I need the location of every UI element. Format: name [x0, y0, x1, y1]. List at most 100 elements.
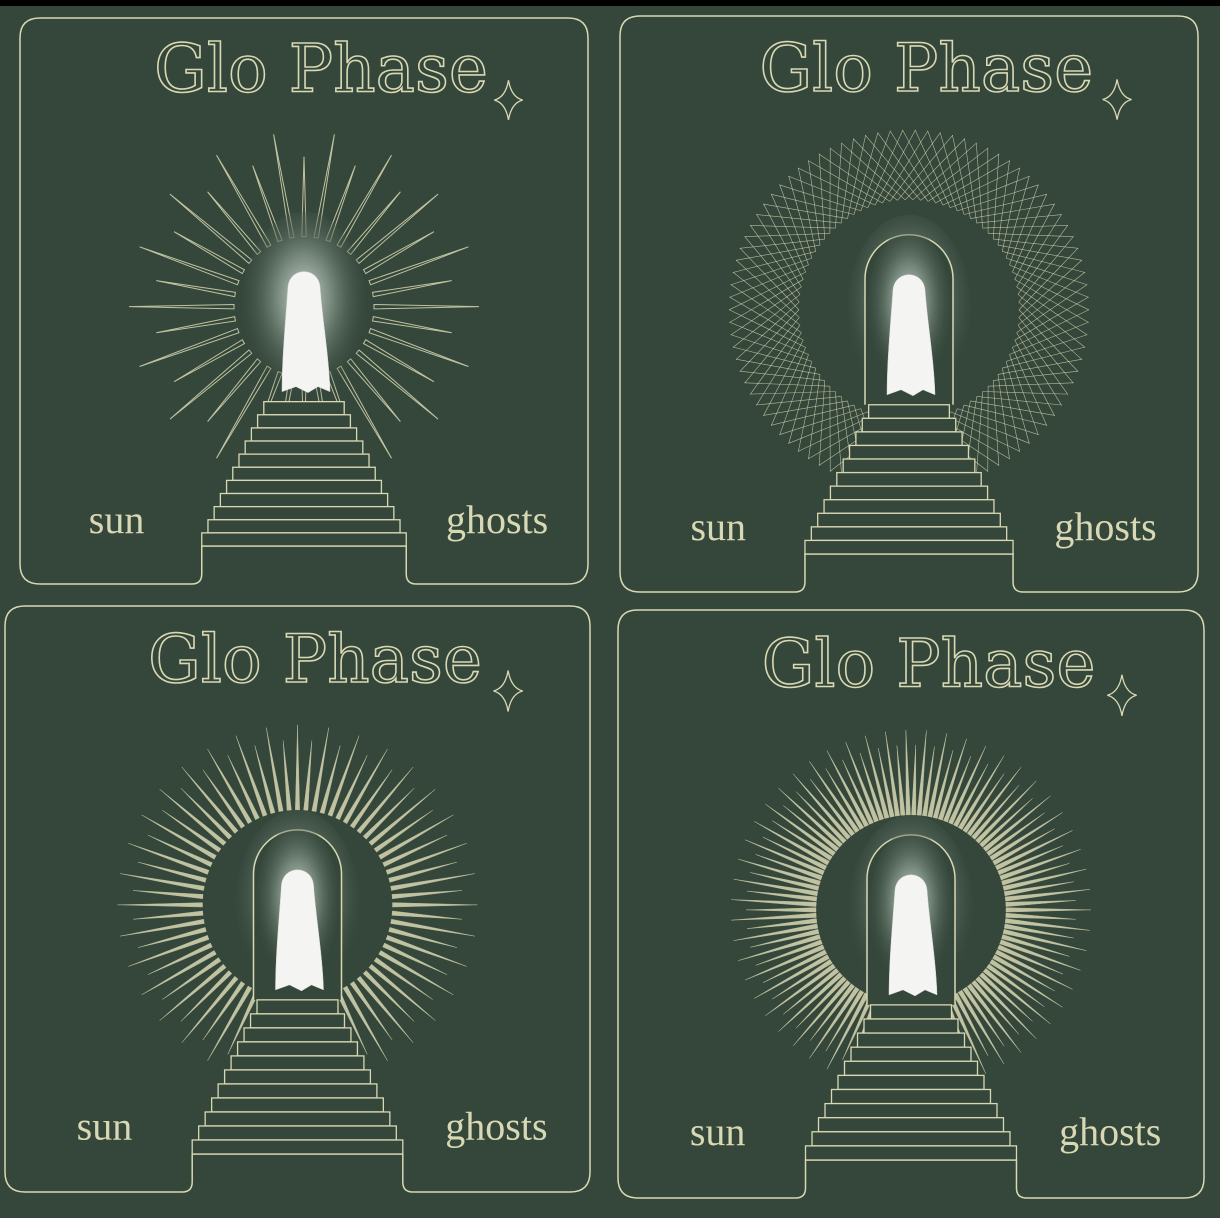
ray — [825, 768, 865, 830]
ray — [754, 821, 830, 866]
ghost — [281, 271, 331, 393]
ray — [128, 303, 235, 310]
sparkle — [1102, 79, 1132, 120]
ray-line — [963, 193, 1048, 215]
ray-line — [1002, 251, 1086, 273]
ray — [943, 756, 972, 823]
ray — [1005, 907, 1092, 913]
ray — [139, 246, 240, 286]
ray — [747, 918, 818, 929]
stair-step — [223, 1069, 372, 1085]
title: Glo Phase — [154, 31, 488, 108]
ray — [378, 950, 454, 996]
ray-line — [797, 167, 876, 206]
ray — [810, 983, 856, 1041]
ray — [745, 907, 817, 913]
ray — [371, 316, 452, 334]
ray — [747, 890, 818, 902]
ray — [809, 761, 860, 833]
ray-line — [1017, 294, 1086, 348]
ray — [362, 970, 415, 1022]
ray — [765, 963, 836, 1016]
ray-line — [997, 244, 1083, 261]
ray-line — [744, 317, 800, 384]
ray-line — [798, 367, 817, 452]
ray — [138, 861, 207, 883]
ray-line — [865, 134, 921, 201]
ray — [207, 748, 253, 824]
ray — [982, 968, 1051, 1024]
ray-line — [728, 271, 806, 311]
stair-step — [804, 539, 1014, 555]
ghost — [275, 869, 324, 992]
stair-step — [855, 431, 963, 447]
ray — [745, 839, 825, 876]
ray-line — [770, 347, 806, 426]
ray — [989, 812, 1063, 861]
stair-step — [823, 499, 995, 514]
ray — [979, 798, 1033, 848]
stair-step — [824, 1102, 998, 1119]
ray — [368, 327, 469, 367]
ray-line — [744, 236, 800, 303]
ray-line — [889, 130, 936, 204]
ray — [266, 727, 284, 812]
ray — [810, 779, 856, 837]
ray — [989, 959, 1063, 1008]
sun-rays — [731, 729, 1092, 1090]
ray-line — [853, 132, 879, 215]
ray — [986, 963, 1045, 1008]
ray-line — [853, 138, 914, 201]
stair-step — [817, 512, 1001, 528]
stairs — [191, 999, 404, 1155]
ray — [755, 854, 823, 881]
ray — [992, 954, 1055, 992]
ray — [971, 785, 1020, 840]
ray-line — [756, 396, 842, 406]
ray-line — [735, 244, 821, 261]
ray — [750, 872, 820, 891]
ray — [845, 742, 879, 823]
ray — [999, 849, 1081, 881]
ray — [373, 957, 433, 1000]
ray-line — [1016, 332, 1062, 406]
ray — [957, 989, 1005, 1065]
ray-line — [1018, 247, 1079, 310]
ray-line — [729, 321, 809, 355]
title: Glo Phase — [148, 621, 482, 698]
ray — [979, 972, 1033, 1022]
ray-line — [818, 153, 891, 202]
ray-line — [739, 247, 800, 310]
ray-line — [770, 193, 855, 215]
stair-step — [863, 1018, 959, 1034]
ray — [825, 989, 865, 1052]
ray-line — [735, 301, 800, 360]
cover-panel: Glo Phase sun ghosts — [619, 15, 1199, 593]
ray — [303, 740, 313, 811]
ray — [368, 963, 436, 1021]
ray-line — [963, 404, 1048, 426]
stair-step — [217, 1083, 378, 1099]
stair-step — [250, 427, 358, 442]
ray-line — [1016, 286, 1088, 336]
ray — [916, 730, 927, 816]
ray — [865, 735, 890, 819]
ray — [159, 963, 227, 1021]
ray — [1002, 868, 1087, 891]
ray — [878, 748, 895, 818]
ray — [342, 985, 388, 1061]
ray — [342, 748, 388, 824]
ray-line — [732, 271, 801, 326]
ray-line — [975, 142, 983, 229]
ray-line — [739, 370, 825, 381]
ray — [966, 767, 1022, 837]
ray — [795, 791, 847, 844]
stair-step — [191, 1139, 404, 1155]
ray-line — [779, 184, 809, 266]
ray — [927, 733, 947, 818]
ray-line — [728, 309, 806, 348]
stair-step — [219, 492, 389, 508]
sparkle — [1107, 674, 1137, 716]
ray-line — [788, 361, 813, 444]
ray-line — [735, 259, 800, 318]
